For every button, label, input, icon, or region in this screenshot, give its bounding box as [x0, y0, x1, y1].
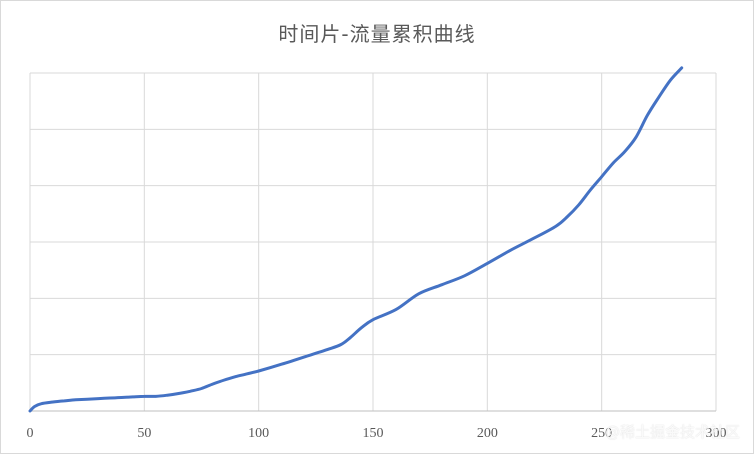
x-axis: 0 50 100 150 200 250 300 [27, 410, 727, 441]
x-tick-label: 250 [591, 426, 612, 441]
series-group [28, 66, 684, 413]
chart-title: 时间片-流量累积曲线 [278, 22, 476, 46]
x-tick-label: 200 [477, 426, 498, 441]
series-line [28, 66, 684, 413]
x-tick-label: 50 [137, 426, 151, 441]
x-tick-label: 0 [27, 426, 34, 441]
x-tick-label: 150 [363, 426, 384, 441]
x-tick-label: 300 [706, 426, 727, 441]
x-tick-label: 100 [248, 426, 269, 441]
watermark: @稀土掘金技术社区 [604, 423, 740, 441]
